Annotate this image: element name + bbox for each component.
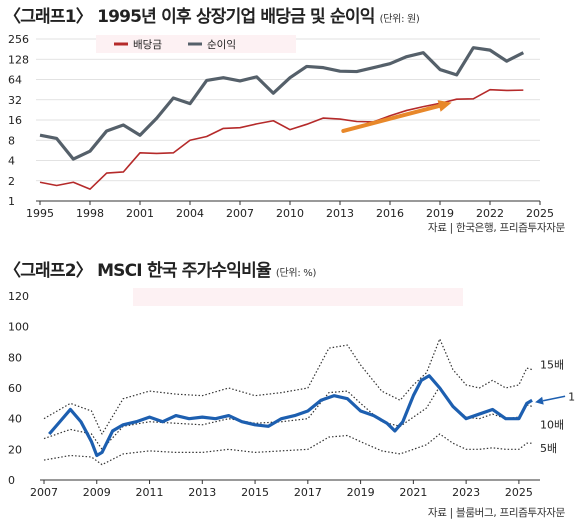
chart2-ytick-label: 60 — [8, 382, 22, 395]
chart2-current-arrow — [542, 395, 566, 402]
chart2-band-3 — [43, 433, 533, 466]
chart1-ytick-label: 1 — [8, 195, 15, 208]
chart2-band-label: 5배 — [540, 442, 557, 455]
chart2-ytick-label: 0 — [8, 474, 15, 487]
chart1-legend-label: 순이익 — [207, 39, 236, 51]
chart1-ytick-label: 4 — [8, 155, 15, 168]
chart2-ytick-label: 80 — [8, 351, 22, 364]
chart2-ytick-label: 20 — [8, 443, 22, 456]
chart2-xtick-label: 2007 — [30, 486, 58, 499]
chart2-unit: (단위: %) — [275, 268, 317, 279]
chart1-unit: (단위: 원) — [379, 14, 420, 25]
chart2-band-label: 15배 — [540, 359, 564, 372]
chart2-xtick-label: 2025 — [505, 486, 533, 499]
chart2-xtick-label: 2011 — [136, 486, 164, 499]
chart1-ytick-label: 2 — [8, 175, 15, 188]
chart1-ytick-label: 128 — [8, 53, 29, 66]
chart2-xtick-label: 2015 — [241, 486, 269, 499]
chart2-source: 자료 | 블룸버그, 프리즘투자자문 — [427, 507, 565, 519]
chart1-xtick-label: 2007 — [226, 207, 254, 220]
chart1-xtick-label: 2016 — [376, 207, 404, 220]
chart1-xtick-label: 2013 — [326, 207, 354, 220]
chart1-ytick-label: 64 — [8, 74, 22, 87]
chart1-legend-label: 배당금 — [133, 39, 162, 51]
chart1-ytick-label: 8 — [8, 134, 15, 147]
chart2-title-text: 〈그래프2〉 MSCI 한국 주가수익비율 — [4, 261, 272, 281]
chart1-plot: 1 2 4 8 16 32 64 128 256 1995 1998 2001 2004 2007 2010… — [8, 33, 554, 220]
chart2-xtick-label: 2023 — [452, 486, 480, 499]
chart1-xtick-label: 2025 — [526, 207, 554, 220]
chart1-xtick-label: 2022 — [476, 207, 504, 220]
chart1-trend-arrowhead — [437, 100, 452, 112]
chart1-ytick-label: 16 — [8, 114, 22, 127]
chart2-band-2 — [43, 385, 533, 450]
chart1-xtick-label: 2004 — [176, 207, 204, 220]
chart2-band-label: 10배 — [540, 418, 564, 431]
chart1-xtick-label: 1995 — [26, 207, 54, 220]
chart2-xtick-label: 2017 — [294, 486, 322, 499]
chart1-trend-arrow — [341, 103, 444, 133]
chart1-title: 〈그래프1〉 1995년 이후 상장기업 배당금 및 순이익 (단위: 원) — [4, 2, 420, 27]
chart2-xtick-label: 2013 — [188, 486, 216, 499]
chart1-source: 자료 | 한국은행, 프리즘투자자문 — [427, 222, 565, 234]
chart2-current-arrowhead — [535, 396, 544, 405]
chart2-xtick-label: 2021 — [399, 486, 427, 499]
chart1-title-text: 〈그래프1〉 1995년 이후 상장기업 배당금 및 순이익 — [4, 7, 375, 27]
chart1-xtick-label: 2010 — [276, 207, 304, 220]
chart1-xtick-label: 2001 — [126, 207, 154, 220]
chart1-xtick-label: 2019 — [426, 207, 454, 220]
chart2-legend-box — [133, 288, 463, 306]
chart2-band-1 — [43, 338, 533, 435]
chart2-xtick-label: 2009 — [83, 486, 111, 499]
chart1-ytick-label: 256 — [8, 33, 29, 46]
chart2-title: 〈그래프2〉 MSCI 한국 주가수익비율 (단위: %) — [4, 256, 316, 281]
chart2-ytick-label: 120 — [8, 290, 29, 303]
chart2-ytick-label: 100 — [8, 321, 29, 334]
chart2-current-label: 11배 — [568, 390, 575, 403]
chart2-xtick-label: 2019 — [347, 486, 375, 499]
chart1-xtick-label: 1998 — [76, 207, 104, 220]
chart2-series-per — [48, 374, 533, 458]
chart1-ytick-label: 32 — [8, 94, 22, 107]
chart2-ytick-label: 40 — [8, 413, 22, 426]
chart1-series-net-income — [39, 46, 525, 161]
